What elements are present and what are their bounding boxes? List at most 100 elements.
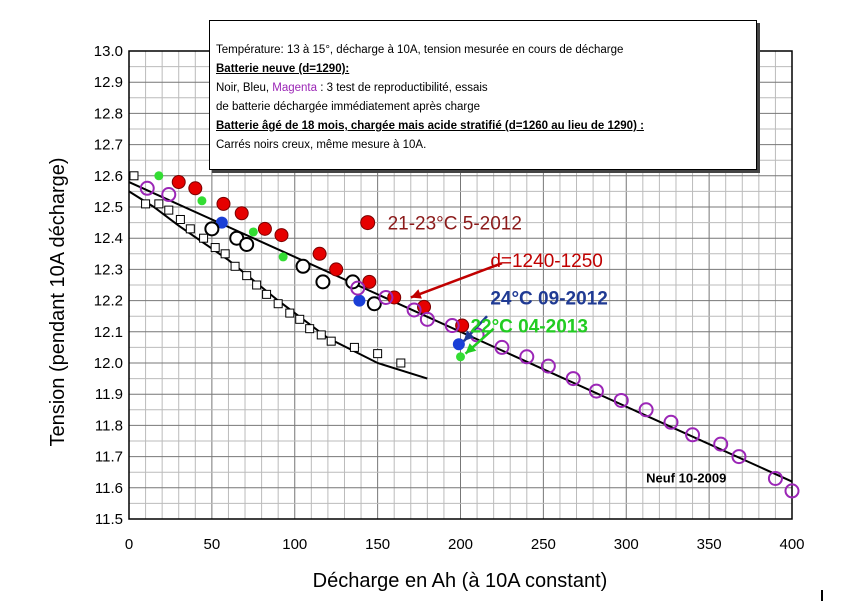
green-point xyxy=(154,171,164,181)
x-tick-label: 0 xyxy=(125,536,133,553)
annotation-arrows xyxy=(410,261,503,355)
purple-hollow-point xyxy=(565,371,581,387)
x-axis-title: Décharge en Ah (à 10A constant) xyxy=(313,570,608,592)
x-tick-label: 400 xyxy=(779,536,804,553)
hollow-square-point xyxy=(164,205,174,215)
x-tick-label: 250 xyxy=(531,536,556,553)
legend-red-point xyxy=(360,215,376,231)
note-line-6: Carrés noirs creux, même mesure à 10A. xyxy=(216,139,427,151)
y-tick-label: 12.6 xyxy=(94,168,123,185)
red-point xyxy=(216,196,231,211)
y-tick-label: 11.6 xyxy=(95,480,123,497)
hollow-square-point xyxy=(141,199,151,209)
annotation-label: 21-23°C 5-2012 xyxy=(388,214,522,235)
annotations: 21-23°C 5-2012 d=1240-1250 24°C 09-2012 22°… xyxy=(360,214,726,485)
y-tick-label: 11.5 xyxy=(95,511,123,528)
purple-hollow-point xyxy=(638,402,654,418)
red-point xyxy=(312,246,327,261)
note-line-3: Noir, Bleu, Magenta : 3 test de reproduc… xyxy=(216,79,756,98)
black-hollow-point xyxy=(366,296,382,312)
note-line-2: Batterie neuve (d=1290): xyxy=(216,63,350,75)
black-hollow-point xyxy=(295,258,311,274)
note-line-1: Température: 13 à 15°, décharge à 10A, t… xyxy=(216,44,624,56)
x-tick-label: 300 xyxy=(614,536,639,553)
annotation-label: Neuf 10-2009 xyxy=(646,470,726,485)
purple-hollow-point xyxy=(663,414,679,430)
hollow-square-point xyxy=(199,233,209,243)
y-tick-label: 13.0 xyxy=(94,43,123,60)
arrow-head xyxy=(463,330,475,342)
purple-hollow-point xyxy=(139,180,155,196)
x-tick-label: 50 xyxy=(204,536,221,553)
red-point xyxy=(362,274,377,289)
hollow-square-point xyxy=(373,349,383,359)
hollow-square-point xyxy=(295,314,305,324)
y-tick-label: 12.7 xyxy=(94,137,123,154)
data-points xyxy=(129,171,800,499)
purple-hollow-point xyxy=(613,392,629,408)
purple-hollow-point xyxy=(784,483,800,499)
red-point xyxy=(274,228,289,243)
green-point xyxy=(248,227,258,237)
arrow-head xyxy=(465,343,477,354)
y-tick-label: 12.4 xyxy=(94,230,123,247)
hollow-square-point xyxy=(154,199,164,209)
hollow-square-point xyxy=(185,224,195,234)
hollow-square-point xyxy=(220,249,230,259)
hollow-square-point xyxy=(396,358,406,368)
x-tick-label: 150 xyxy=(365,536,390,553)
note-line-3-pre: Noir, Bleu, xyxy=(216,82,273,94)
y-tick-label: 12.5 xyxy=(94,199,123,216)
red-point xyxy=(329,262,344,277)
hollow-square-point xyxy=(285,308,295,318)
y-axis-title: Tension (pendant 10A décharge) xyxy=(47,157,69,446)
purple-hollow-point xyxy=(685,427,701,443)
blue-point xyxy=(452,338,465,351)
purple-hollow-point xyxy=(713,436,729,452)
notes-box: Température: 13 à 15°, décharge à 10A, t… xyxy=(209,20,757,170)
hollow-square-point xyxy=(230,261,240,271)
x-tick-labels: 0 50 100 150 200 250 300 350 400 xyxy=(125,536,805,553)
purple-hollow-point xyxy=(588,383,604,399)
purple-hollow-point xyxy=(406,302,422,318)
red-point xyxy=(234,206,249,221)
hollow-square-point xyxy=(273,299,283,309)
purple-hollow-point xyxy=(731,449,747,465)
purple-hollow-point xyxy=(519,349,535,365)
black-hollow-point xyxy=(204,221,220,237)
hollow-square-point xyxy=(305,324,315,334)
hollow-square-point xyxy=(129,171,139,181)
black-hollow-point xyxy=(315,274,331,290)
black-hollow-point xyxy=(239,236,255,252)
y-tick-label: 12.3 xyxy=(94,261,123,278)
purple-hollow-point xyxy=(419,311,435,327)
y-tick-label: 12.2 xyxy=(94,293,123,310)
y-tick-label: 12.1 xyxy=(94,324,123,341)
note-line-3-magenta: Magenta xyxy=(272,82,318,94)
arrow-line xyxy=(410,261,503,299)
annotation-label: 22°C 04-2013 xyxy=(470,317,587,338)
hollow-square-point xyxy=(252,280,262,290)
y-tick-label: 12.0 xyxy=(94,355,123,372)
purple-hollow-point xyxy=(540,358,556,374)
hollow-square-point xyxy=(242,271,252,281)
hollow-square-point xyxy=(326,336,336,346)
y-tick-label: 11.9 xyxy=(95,386,123,403)
annotation-label: d=1240-1250 xyxy=(490,251,603,272)
red-point xyxy=(188,181,203,196)
note-line-5: Batterie âgé de 18 mois, chargée mais ac… xyxy=(216,120,644,132)
x-tick-label: 100 xyxy=(282,536,307,553)
stray-mark xyxy=(821,590,823,601)
red-point xyxy=(171,175,186,190)
hollow-square-point xyxy=(349,342,359,352)
purple-hollow-point xyxy=(350,280,366,296)
x-tick-label: 200 xyxy=(448,536,473,553)
hollow-square-point xyxy=(262,289,272,299)
blue-point xyxy=(353,294,366,307)
x-tick-label: 350 xyxy=(697,536,722,553)
note-line-3-post: : 3 test de reproductibilité, essais xyxy=(317,82,488,94)
y-tick-labels: 11.5 11.6 11.7 11.8 11.9 12.0 12.1 12.2 12.3 12.4… xyxy=(94,43,123,528)
hollow-square-point xyxy=(210,243,220,253)
note-line-4: de batterie déchargée immédiatement aprè… xyxy=(216,101,481,113)
